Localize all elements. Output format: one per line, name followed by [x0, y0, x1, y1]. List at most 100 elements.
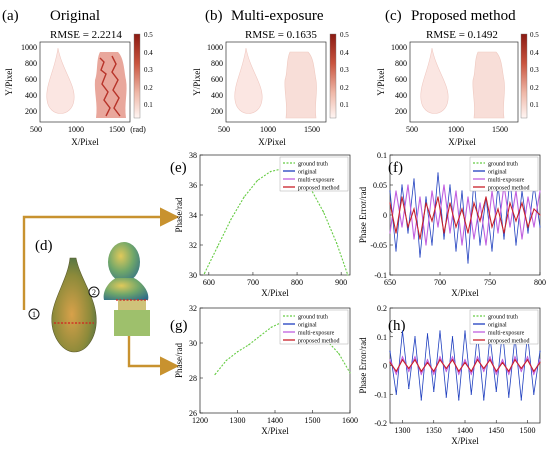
- y-tick-label: 28: [189, 374, 197, 383]
- data-point: [489, 359, 491, 361]
- panel-a-xlabel: X/Pixel: [71, 137, 99, 147]
- data-point: [470, 373, 472, 375]
- data-point: [497, 232, 499, 234]
- data-point: [395, 370, 397, 372]
- panel-d: (d) 1 2: [22, 207, 180, 376]
- series-line-proposed-method: [389, 196, 541, 240]
- arrow-to-panel-g: [127, 336, 180, 376]
- x-tick-label: 1300: [395, 426, 411, 435]
- data-point: [437, 172, 439, 174]
- y-tick-label: 38: [189, 151, 197, 160]
- panel-a-yticks: 1000 800 600 400 200: [21, 43, 37, 116]
- y-tick-label: 0.1: [377, 151, 387, 160]
- data-point: [408, 370, 410, 372]
- panel-a-xticks: 500 1000 1500: [30, 125, 125, 134]
- marker-2-label: 2: [92, 288, 96, 297]
- data-point: [414, 336, 416, 338]
- data-point: [451, 356, 454, 358]
- panel-c-tag: (c): [385, 8, 402, 24]
- data-point: [539, 214, 541, 216]
- data-point: [431, 244, 433, 246]
- panel-c-xlabel: X/Pixel: [448, 137, 476, 147]
- data-point: [449, 184, 451, 186]
- cbar-tick: 0.3: [530, 66, 539, 74]
- data-point: [464, 362, 466, 364]
- panel-b-yticks: 1000 800 600 400 200: [207, 43, 223, 116]
- data-point: [445, 367, 447, 369]
- cbar-tick: 0.4: [530, 49, 539, 57]
- data-point: [433, 390, 435, 392]
- x-tick-label: 1300: [230, 416, 246, 425]
- arrow-to-panel-e: [22, 207, 180, 310]
- x-tick-label: 1400: [457, 426, 473, 435]
- data-point: [389, 232, 391, 234]
- y-tick-label: 0: [383, 211, 387, 220]
- data-point: [225, 359, 227, 362]
- y-tick-label: 0.1: [377, 333, 387, 342]
- panel-d-tag: (d): [35, 238, 53, 254]
- y-tick-label: 32: [189, 304, 197, 313]
- y-tick-label: 0.05: [373, 181, 387, 190]
- panel-tag: (h): [388, 318, 406, 334]
- chart-g: (g) 1200 1300 1400 1500 1600 26 28 30 32 X/Pixel Ph…: [170, 304, 358, 436]
- panel-b-rmse: RMSE = 0.1635: [245, 29, 317, 41]
- data-point: [520, 399, 522, 401]
- series-line-original: [389, 172, 541, 264]
- ytick-label: 400: [25, 91, 37, 100]
- legend-label: ground truth: [488, 162, 518, 168]
- data-point: [389, 202, 391, 204]
- chart-f: (f) 650 700 750 800 -0.1 -0.05 0 0.05 0.1 X/Pixel P…: [358, 151, 546, 298]
- data-point: [539, 226, 541, 228]
- data-point: [437, 196, 439, 198]
- x-axis-label: X/Pixel: [261, 288, 289, 298]
- series-line-ground-truth: [203, 167, 349, 276]
- data-point: [214, 373, 216, 376]
- x-tick-label: 600: [203, 278, 215, 287]
- legend-label: proposed method: [298, 339, 340, 345]
- panel-b-ylabel: Y/Pixel: [192, 68, 202, 96]
- data-point: [520, 370, 522, 372]
- xtick-label: 1500: [304, 125, 320, 134]
- data-point: [508, 370, 510, 372]
- ytick-label: 800: [395, 59, 407, 68]
- x-tick-label: 1500: [520, 426, 536, 435]
- data-point: [349, 372, 351, 374]
- data-point: [414, 359, 416, 361]
- data-point: [514, 356, 516, 358]
- marker-2-circle: [88, 286, 100, 298]
- bust-map-error-detail: [99, 55, 121, 117]
- data-point: [203, 272, 206, 275]
- xtick-label: 1500: [492, 125, 508, 134]
- data-point: [401, 184, 403, 186]
- panel-c-xticks: 500 1000 1500: [406, 125, 508, 134]
- data-point: [503, 232, 505, 234]
- ytick-label: 400: [395, 91, 407, 100]
- chart-e: (e) 600 700 800 900 30 32 34 36 38 X/Pixel Phase/ra…: [170, 151, 351, 298]
- data-point: [473, 202, 475, 204]
- panel-b-title: Multi-exposure: [231, 8, 324, 24]
- data-point: [259, 335, 261, 337]
- y-axis-label: Phase Error/rad: [358, 186, 368, 243]
- data-point: [455, 250, 457, 252]
- panel-c-title: Proposed method: [411, 8, 516, 24]
- y-axis-label: Phase Error/rad: [358, 337, 368, 394]
- data-point: [401, 196, 403, 198]
- y-tick-label: -0.2: [374, 419, 387, 428]
- data-point: [455, 190, 457, 192]
- data-point: [520, 367, 522, 369]
- data-point: [458, 370, 460, 372]
- legend-label: ground truth: [298, 315, 328, 321]
- data-point: [461, 244, 463, 246]
- x-tick-label: 650: [384, 278, 396, 287]
- x-axis-label: X/Pixel: [451, 288, 479, 298]
- data-point: [401, 359, 404, 361]
- bust-neck-shoulders: [103, 278, 149, 300]
- bottle-map-silhouette: [46, 47, 75, 114]
- data-point: [395, 190, 397, 192]
- panel-c-colorbar-ticks: 0.5 0.4 0.3 0.2 0.1: [530, 31, 539, 109]
- y-tick-label: -0.1: [374, 271, 387, 280]
- data-point: [479, 244, 481, 246]
- data-point: [495, 370, 497, 372]
- data-point: [451, 359, 454, 361]
- data-point: [539, 350, 541, 352]
